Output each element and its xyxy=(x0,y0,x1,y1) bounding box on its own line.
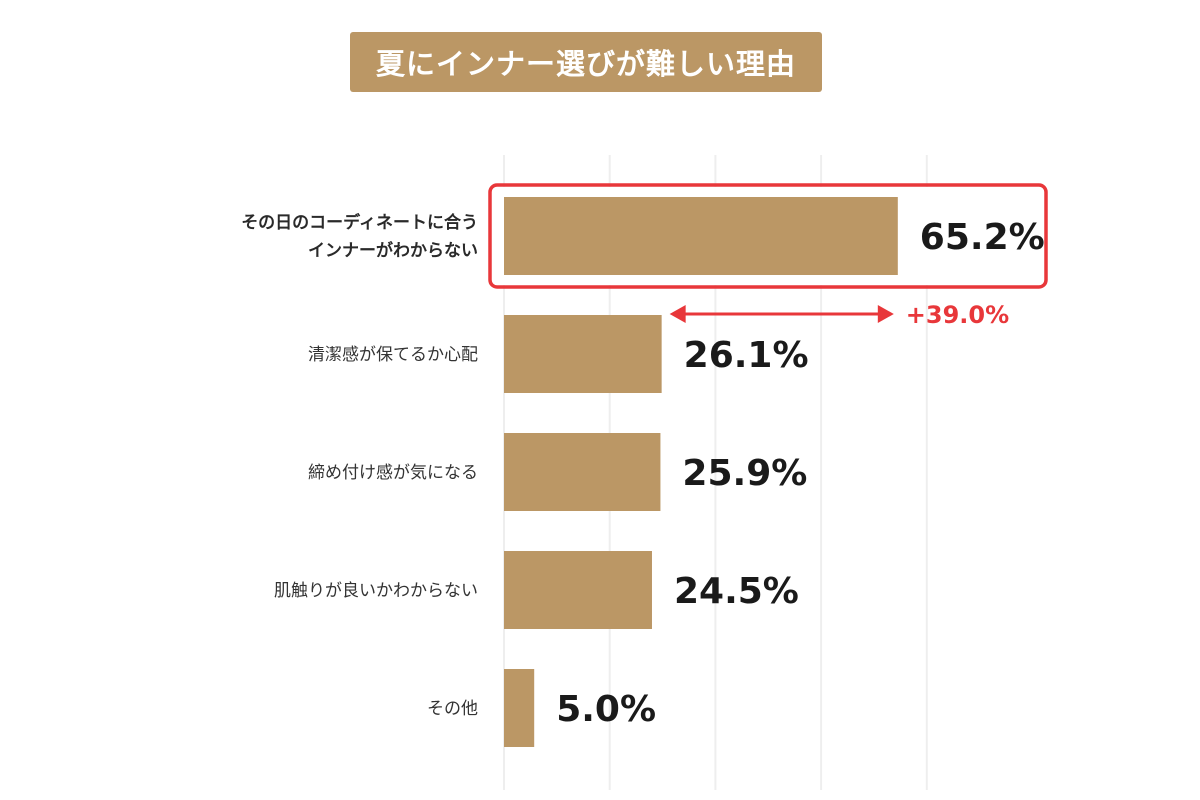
bar xyxy=(504,197,898,275)
difference-arrow-right-head xyxy=(877,305,894,323)
chart-title: 夏にインナー選びが難しい理由 xyxy=(375,47,796,81)
chart-title-badge: 夏にインナー選びが難しい理由 xyxy=(350,32,822,92)
value-label: 25.9% xyxy=(682,453,807,494)
category-label: その他 xyxy=(427,699,478,719)
category-label: その日のコーディネートに合うインナーがわからない xyxy=(241,212,478,261)
bar xyxy=(504,433,661,511)
category-labels: その日のコーディネートに合うインナーがわからない清潔感が保てるか心配締め付け感が… xyxy=(241,212,478,719)
category-label-line: 清潔感が保てるか心配 xyxy=(308,345,478,365)
category-label-line: 締め付け感が気になる xyxy=(308,463,478,483)
difference-arrow-left-head xyxy=(669,305,686,323)
category-label: 肌触りが良いかわからない xyxy=(274,581,478,601)
category-label: 締め付け感が気になる xyxy=(308,463,478,483)
category-label-line: その日のコーディネートに合う xyxy=(241,212,478,233)
bar xyxy=(504,315,662,393)
category-label-line: 肌触りが良いかわからない xyxy=(274,581,478,601)
category-label-line: インナーがわからない xyxy=(308,240,478,261)
category-label-line: その他 xyxy=(427,699,478,719)
value-labels: 65.2% 26.1% 25.9% 24.5% 5.0% xyxy=(556,217,1045,730)
bars xyxy=(504,197,898,747)
bar xyxy=(504,669,535,747)
difference-annotation: +39.0% xyxy=(488,183,1048,329)
value-label: 26.1% xyxy=(684,335,809,376)
value-label: 24.5% xyxy=(674,571,799,612)
bar xyxy=(504,551,652,629)
value-label: 5.0% xyxy=(556,689,656,730)
category-label: 清潔感が保てるか心配 xyxy=(308,345,478,365)
highlight-border xyxy=(488,183,1048,289)
value-label: 65.2% xyxy=(920,217,1045,258)
difference-label: +39.0% xyxy=(906,301,1009,329)
